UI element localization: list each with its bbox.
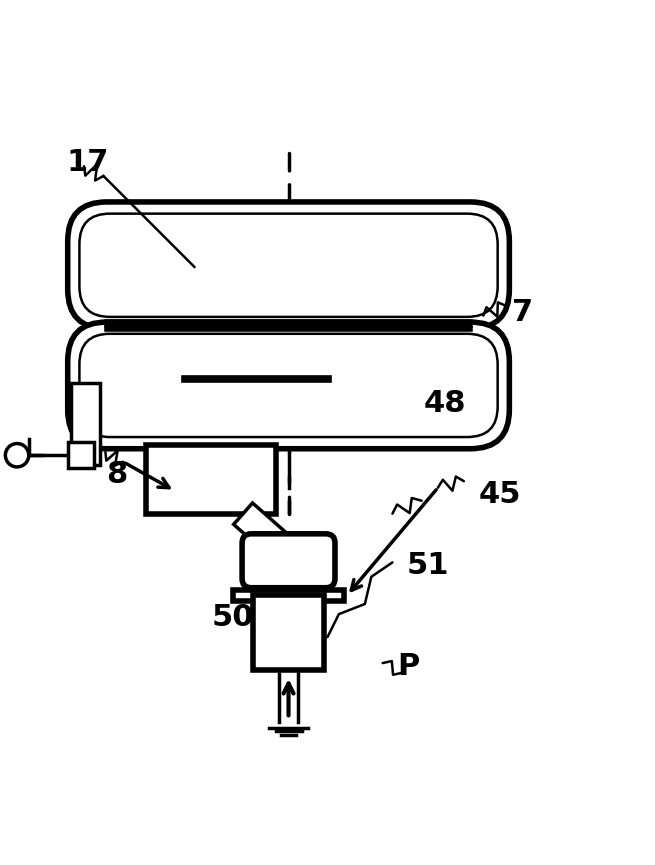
Text: 48: 48 [423,388,466,418]
Text: 7: 7 [512,298,533,327]
Polygon shape [234,503,308,573]
Circle shape [5,444,29,467]
Text: 51: 51 [407,551,449,580]
FancyBboxPatch shape [242,534,335,587]
FancyBboxPatch shape [67,322,510,449]
Bar [145,445,276,514]
Bar [253,595,324,670]
Text: 50: 50 [212,603,255,632]
FancyBboxPatch shape [67,202,510,329]
Bar [233,590,344,601]
Bar [71,382,100,465]
Text: 8: 8 [106,460,127,490]
Bar [67,442,94,468]
Text: P: P [398,652,420,681]
Text: 45: 45 [478,480,521,509]
Text: 17: 17 [66,149,108,177]
